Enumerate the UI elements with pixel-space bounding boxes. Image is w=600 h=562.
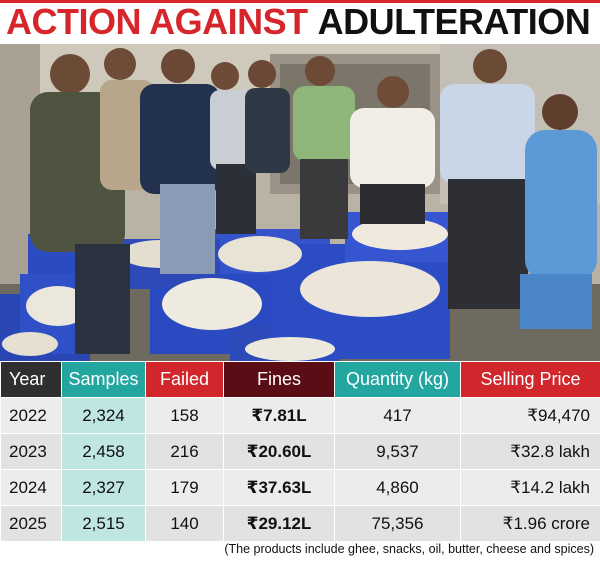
cell-samples: 2,324: [61, 397, 146, 434]
cell-quantity: 9,537: [334, 433, 461, 470]
footnote: (The products include ghee, snacks, oil,…: [224, 542, 594, 556]
table-row: 2025 2,515 140 ₹29.12L 75,356 ₹1.96 cror…: [0, 505, 600, 542]
cell-quantity: 75,356: [334, 505, 461, 542]
cell-selling-price: ₹1.96 crore: [460, 505, 600, 542]
news-photo: [0, 44, 600, 361]
cell-samples: 2,515: [61, 505, 146, 542]
cell-samples: 2,458: [61, 433, 146, 470]
table-row: 2023 2,458 216 ₹20.60L 9,537 ₹32.8 lakh: [0, 433, 600, 470]
table-row: 2024 2,327 179 ₹37.63L 4,860 ₹14.2 lakh: [0, 469, 600, 506]
headline-part-2: ADULTERATION: [317, 1, 591, 42]
header-failed: Failed: [145, 361, 224, 398]
header-fines: Fines: [223, 361, 335, 398]
cell-year: 2024: [0, 469, 62, 506]
cell-quantity: 4,860: [334, 469, 461, 506]
header-year: Year: [0, 361, 62, 398]
cell-fines: ₹37.63L: [223, 469, 335, 506]
officials-group: [30, 48, 597, 354]
cell-failed: 216: [145, 433, 224, 470]
photo-illustration: [0, 44, 600, 361]
top-accent-bar: [0, 0, 600, 3]
cell-year: 2022: [0, 397, 62, 434]
cell-year: 2025: [0, 505, 62, 542]
table-row: 2022 2,324 158 ₹7.81L 417 ₹94,470: [0, 397, 600, 434]
cell-failed: 158: [145, 397, 224, 434]
cell-selling-price: ₹94,470: [460, 397, 600, 434]
header-samples: Samples: [61, 361, 146, 398]
headline-part-1: ACTION AGAINST: [6, 1, 308, 42]
headline: ACTION AGAINST ADULTERATION: [0, 0, 600, 44]
cell-selling-price: ₹32.8 lakh: [460, 433, 600, 470]
header-selling-price: Selling Price: [460, 361, 600, 398]
cell-fines: ₹7.81L: [223, 397, 335, 434]
cell-samples: 2,327: [61, 469, 146, 506]
cell-failed: 179: [145, 469, 224, 506]
cell-fines: ₹20.60L: [223, 433, 335, 470]
cell-selling-price: ₹14.2 lakh: [460, 469, 600, 506]
cell-quantity: 417: [334, 397, 461, 434]
header-quantity: Quantity (kg): [334, 361, 461, 398]
data-table: Year Samples Failed Fines Quantity (kg) …: [0, 361, 600, 542]
table-header-row: Year Samples Failed Fines Quantity (kg) …: [0, 361, 600, 398]
cell-fines: ₹29.12L: [223, 505, 335, 542]
cell-year: 2023: [0, 433, 62, 470]
cell-failed: 140: [145, 505, 224, 542]
